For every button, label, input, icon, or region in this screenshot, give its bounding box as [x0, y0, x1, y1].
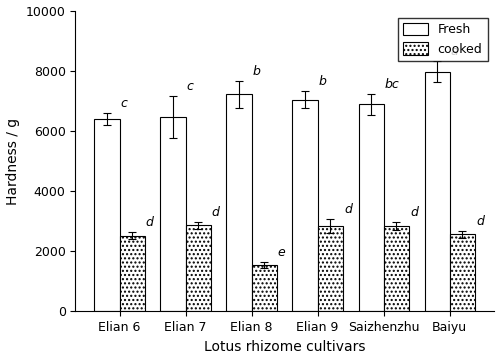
- Text: d: d: [212, 206, 220, 219]
- Bar: [358, 104, 384, 311]
- Text: d: d: [146, 216, 154, 229]
- Legend: Fresh, cooked: Fresh, cooked: [398, 18, 488, 61]
- Text: d: d: [410, 206, 418, 219]
- Bar: [252, 265, 276, 311]
- Text: a: a: [451, 45, 458, 58]
- Text: d: d: [476, 215, 484, 228]
- Bar: [94, 119, 120, 311]
- Text: c: c: [187, 80, 194, 93]
- Text: b: b: [319, 75, 326, 88]
- Bar: [120, 235, 144, 311]
- Text: bc: bc: [385, 78, 400, 91]
- Bar: [424, 72, 450, 311]
- Text: b: b: [253, 65, 260, 78]
- Y-axis label: Hardness / g: Hardness / g: [6, 118, 20, 205]
- X-axis label: Lotus rhizome cultivars: Lotus rhizome cultivars: [204, 340, 366, 354]
- Bar: [318, 226, 342, 311]
- Bar: [450, 234, 474, 311]
- Bar: [186, 225, 210, 311]
- Text: d: d: [344, 203, 352, 216]
- Bar: [292, 99, 318, 311]
- Text: e: e: [278, 246, 285, 259]
- Bar: [226, 94, 252, 311]
- Bar: [384, 226, 408, 311]
- Bar: [160, 117, 186, 311]
- Text: c: c: [121, 97, 128, 110]
